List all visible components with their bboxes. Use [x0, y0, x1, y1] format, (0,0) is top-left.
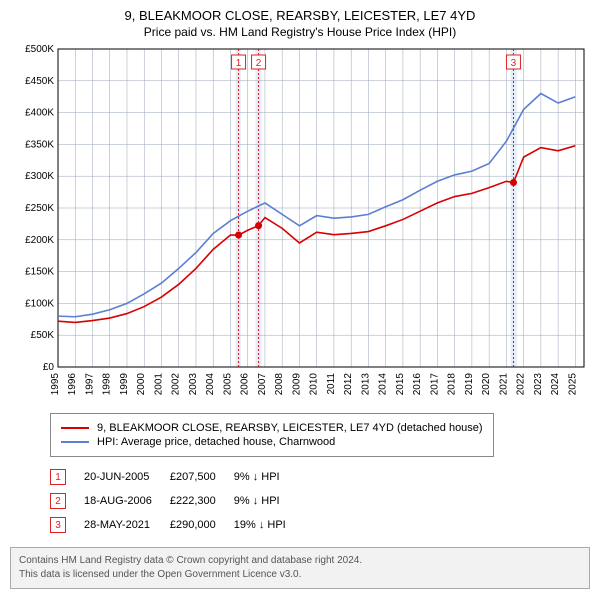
chart-subtitle: Price paid vs. HM Land Registry's House … — [10, 25, 590, 39]
svg-text:£300K: £300K — [25, 171, 54, 182]
legend-label: HPI: Average price, detached house, Char… — [97, 436, 335, 448]
legend-item: HPI: Average price, detached house, Char… — [61, 436, 483, 448]
svg-text:£0: £0 — [43, 362, 55, 373]
svg-text:1: 1 — [236, 58, 242, 69]
marker-row: 2 18-AUG-2006 £222,300 9% ↓ HPI — [50, 489, 304, 513]
svg-text:2017: 2017 — [429, 373, 440, 396]
marker-row: 3 28-MAY-2021 £290,000 19% ↓ HPI — [50, 513, 304, 537]
svg-text:2020: 2020 — [481, 373, 492, 396]
footer-line: This data is licensed under the Open Gov… — [19, 568, 581, 582]
legend: 9, BLEAKMOOR CLOSE, REARSBY, LEICESTER, … — [50, 413, 494, 457]
svg-text:£450K: £450K — [25, 76, 54, 87]
svg-text:1995: 1995 — [50, 373, 61, 396]
svg-text:2002: 2002 — [171, 373, 182, 396]
svg-text:1997: 1997 — [84, 373, 95, 396]
svg-text:2003: 2003 — [188, 373, 199, 396]
svg-text:£100K: £100K — [25, 298, 54, 309]
svg-text:£400K: £400K — [25, 108, 54, 119]
svg-text:2022: 2022 — [516, 373, 527, 396]
svg-text:2009: 2009 — [291, 373, 302, 396]
marker-price: £207,500 — [170, 465, 234, 489]
svg-text:£150K: £150K — [25, 267, 54, 278]
svg-text:2016: 2016 — [412, 373, 423, 396]
svg-text:£350K: £350K — [25, 139, 54, 150]
marker-badge: 1 — [50, 469, 66, 485]
marker-delta: 9% ↓ HPI — [234, 489, 304, 513]
marker-row: 1 20-JUN-2005 £207,500 9% ↓ HPI — [50, 465, 304, 489]
marker-price: £290,000 — [170, 513, 234, 537]
svg-text:2011: 2011 — [326, 373, 337, 395]
svg-text:2012: 2012 — [343, 373, 354, 396]
svg-text:2010: 2010 — [309, 373, 320, 396]
svg-text:£500K: £500K — [25, 45, 54, 55]
marker-date: 28-MAY-2021 — [84, 513, 170, 537]
svg-text:3: 3 — [511, 58, 517, 69]
chart-title: 9, BLEAKMOOR CLOSE, REARSBY, LEICESTER, … — [10, 8, 590, 23]
marker-date: 18-AUG-2006 — [84, 489, 170, 513]
marker-badge: 2 — [50, 493, 66, 509]
marker-table: 1 20-JUN-2005 £207,500 9% ↓ HPI 2 18-AUG… — [50, 465, 304, 537]
svg-text:2006: 2006 — [240, 373, 251, 396]
svg-text:2: 2 — [256, 58, 262, 69]
svg-text:1999: 1999 — [119, 373, 130, 396]
svg-text:£250K: £250K — [25, 203, 54, 214]
svg-text:2000: 2000 — [136, 373, 147, 396]
svg-text:1996: 1996 — [67, 373, 78, 396]
svg-text:2008: 2008 — [274, 373, 285, 396]
chart-area: £0 £50K £100K £150K £200K £250K £300K £350K £400… — [10, 45, 590, 405]
legend-item: 9, BLEAKMOOR CLOSE, REARSBY, LEICESTER, … — [61, 422, 483, 434]
svg-text:2001: 2001 — [153, 373, 164, 396]
svg-text:2014: 2014 — [378, 373, 389, 396]
marker-price: £222,300 — [170, 489, 234, 513]
marker-badge: 3 — [50, 517, 66, 533]
legend-label: 9, BLEAKMOOR CLOSE, REARSBY, LEICESTER, … — [97, 422, 483, 434]
svg-text:2005: 2005 — [222, 373, 233, 396]
svg-text:2004: 2004 — [205, 373, 216, 396]
svg-text:2019: 2019 — [464, 373, 475, 396]
svg-text:2015: 2015 — [395, 373, 406, 396]
marker-delta: 9% ↓ HPI — [234, 465, 304, 489]
footer-attribution: Contains HM Land Registry data © Crown c… — [10, 547, 590, 589]
svg-text:2025: 2025 — [567, 373, 578, 396]
svg-text:2007: 2007 — [257, 373, 268, 396]
svg-text:2021: 2021 — [498, 373, 509, 396]
svg-text:2023: 2023 — [533, 373, 544, 396]
svg-text:2018: 2018 — [447, 373, 458, 396]
svg-text:1998: 1998 — [102, 373, 113, 396]
svg-text:2024: 2024 — [550, 373, 561, 396]
marker-delta: 19% ↓ HPI — [234, 513, 304, 537]
svg-text:£50K: £50K — [31, 330, 55, 341]
svg-text:£200K: £200K — [25, 235, 54, 246]
footer-line: Contains HM Land Registry data © Crown c… — [19, 554, 581, 568]
svg-text:2013: 2013 — [360, 373, 371, 396]
marker-date: 20-JUN-2005 — [84, 465, 170, 489]
